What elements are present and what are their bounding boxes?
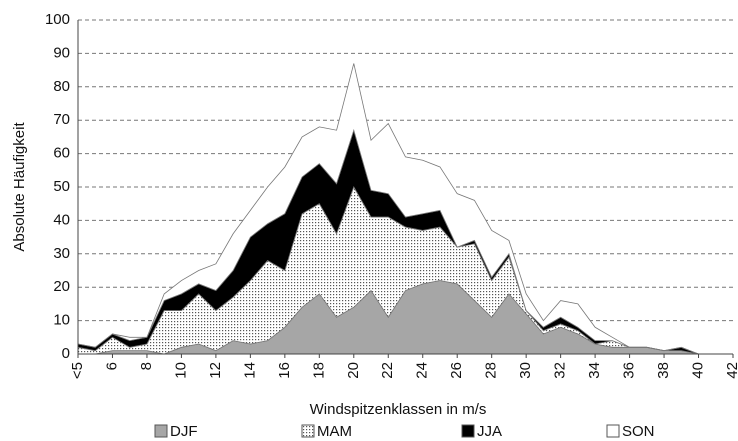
y-axis-title: Absolute Häufigkeit (11, 122, 28, 252)
area (77, 63, 733, 355)
x-tick-label: 26 (448, 362, 465, 379)
y-tick-label: 70 (53, 111, 70, 128)
y-tick-label: 100 (45, 11, 70, 28)
y-tick-label: 30 (53, 245, 70, 262)
legend-swatch (606, 424, 620, 438)
x-tick-label: 28 (483, 362, 500, 379)
y-tick-label: 60 (53, 145, 70, 162)
legend-label: DJF (170, 423, 198, 440)
x-tick-label: 16 (276, 362, 293, 379)
x-tick-label: 24 (414, 362, 431, 379)
x-axis-title: Windspitzenklassen in m/s (310, 401, 487, 418)
legend-swatch (154, 424, 168, 438)
x-tick-label: 12 (207, 362, 224, 379)
x-tick-label: 40 (689, 362, 706, 379)
y-tick-label: 50 (53, 178, 70, 195)
y-tick-label: 90 (53, 44, 70, 61)
x-tick-label: 10 (172, 362, 189, 379)
legend-swatch (461, 424, 475, 438)
y-tick-label: 20 (53, 278, 70, 295)
y-tick-label: 10 (53, 312, 70, 329)
x-tick-label: 22 (379, 362, 396, 379)
x-tick-label: 34 (586, 362, 603, 379)
x-tick-label: <5 (69, 362, 86, 379)
x-tick-label: 38 (655, 362, 672, 379)
x-tick-label: 30 (517, 362, 534, 379)
y-tick-label: 40 (53, 211, 70, 228)
x-tick-label: 14 (241, 362, 258, 379)
y-tick-label: 0 (62, 345, 70, 362)
x-tick-label: 6 (103, 362, 120, 370)
x-tick-label: 36 (621, 362, 638, 379)
x-tick-label: 8 (138, 362, 155, 370)
legend-label: JJA (477, 423, 502, 440)
x-tick-label: 32 (552, 362, 569, 379)
x-tick-label: 42 (724, 362, 738, 379)
legend-swatch (301, 424, 315, 438)
x-tick-label: 20 (345, 362, 362, 379)
y-tick-label: 80 (53, 78, 70, 95)
x-tick-label: 18 (310, 362, 327, 379)
legend-label: MAM (317, 423, 352, 440)
legend-label: SON (622, 423, 655, 440)
